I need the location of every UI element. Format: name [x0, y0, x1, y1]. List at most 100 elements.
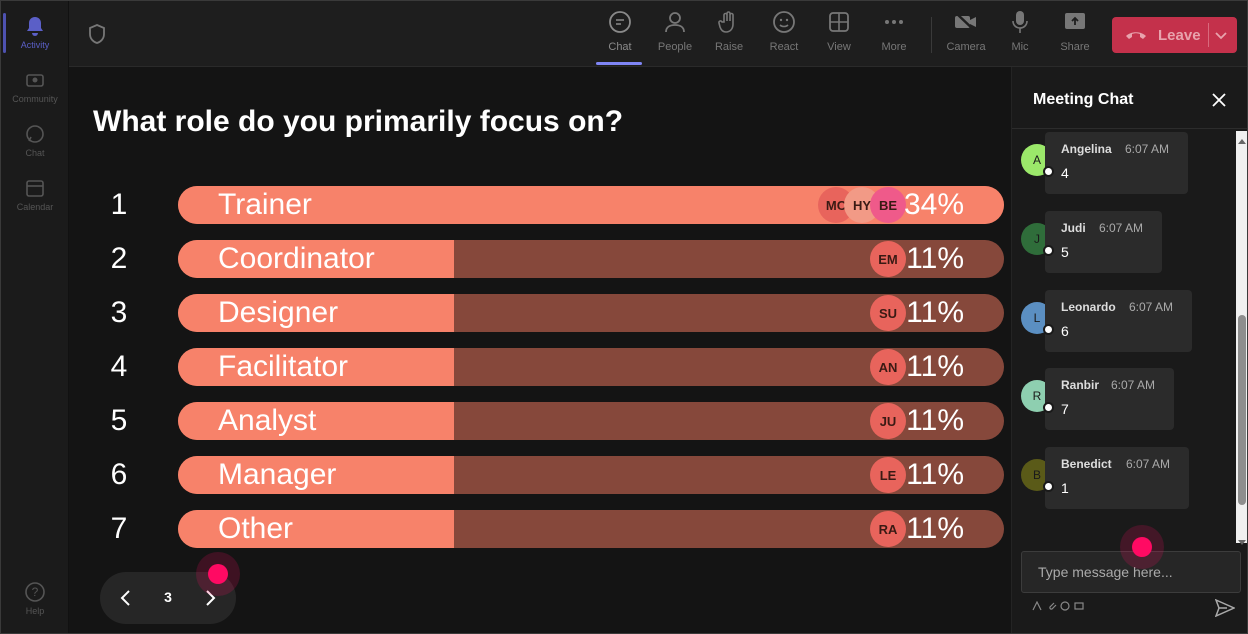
poll-option-row: 2 Coordinator EM 11%	[69, 240, 1011, 278]
camera-button[interactable]: Camera	[942, 9, 990, 61]
attach-icon[interactable]	[1047, 601, 1057, 615]
chat-message[interactable]: L Leonardo 6:07 AM 6	[1020, 290, 1220, 354]
sender-name: Benedict	[1061, 457, 1112, 471]
message-bubble[interactable]: Leonardo 6:07 AM 6	[1045, 290, 1192, 352]
view-label: View	[827, 41, 851, 53]
option-number: 5	[110, 404, 128, 437]
more-button[interactable]: More	[870, 9, 918, 61]
hand-icon	[716, 9, 742, 35]
view-button[interactable]: View	[815, 9, 863, 61]
message-text: 7	[1061, 401, 1069, 417]
option-label: Manager	[218, 458, 337, 491]
message-time: 6:07 AM	[1111, 378, 1156, 392]
sender-name: Leonardo	[1061, 300, 1116, 314]
message-text: 5	[1061, 244, 1069, 260]
rail-item-help[interactable]: ? Help	[1, 575, 69, 625]
option-percent: 11%	[906, 242, 964, 275]
option-label: Trainer	[218, 188, 312, 221]
sender-name: Angelina	[1061, 142, 1112, 156]
share-button[interactable]: Share	[1051, 9, 1099, 61]
sender-name: Ranbir	[1061, 378, 1100, 392]
rail-item-activity[interactable]: Activity	[1, 9, 69, 59]
cursor-indicator	[208, 564, 228, 584]
close-icon[interactable]	[1210, 91, 1228, 109]
option-bar-fill	[178, 402, 454, 440]
camera-off-icon	[953, 9, 979, 35]
shield-icon[interactable]	[87, 23, 109, 45]
chat-title: Meeting Chat	[1033, 91, 1134, 108]
leave-button[interactable]: Leave	[1112, 17, 1237, 53]
gif-icon[interactable]	[1074, 601, 1084, 615]
people-button[interactable]: People	[651, 9, 699, 61]
chat-icon	[24, 123, 46, 145]
sender-name: Judi	[1061, 221, 1086, 235]
rail-label: Community	[12, 94, 58, 104]
poll-option-row: 3 Designer SU 11%	[69, 294, 1011, 332]
message-bubble[interactable]: Ranbir 6:07 AM 7	[1045, 368, 1174, 430]
message-bubble[interactable]: Benedict 6:07 AM 1	[1045, 447, 1189, 509]
message-input[interactable]: Type message here...	[1021, 551, 1241, 593]
option-label: Designer	[218, 296, 339, 329]
option-bar: Manager LE 11%	[178, 456, 1004, 494]
more-label: More	[881, 41, 907, 53]
chat-message[interactable]: B Benedict 6:07 AM 1	[1020, 447, 1220, 511]
presence-indicator	[1043, 402, 1054, 413]
rail-label: Chat	[25, 148, 45, 158]
presence-indicator	[1043, 166, 1054, 177]
option-label: Other	[218, 512, 294, 545]
message-bubble[interactable]: Angelina 6:07 AM 4	[1045, 132, 1188, 194]
option-number: 7	[110, 512, 128, 545]
app-rail: Activity Community Chat Calendar ? Help	[1, 1, 69, 633]
send-icon[interactable]	[1214, 598, 1236, 619]
chat-divider	[1012, 128, 1247, 129]
format-icon[interactable]	[1032, 600, 1042, 615]
message-bubble[interactable]: Judi 6:07 AM 5	[1045, 211, 1162, 273]
option-number: 6	[110, 458, 128, 491]
option-bar-fill	[178, 294, 454, 332]
chat-scrollbar[interactable]	[1236, 131, 1247, 545]
option-percent: 11%	[906, 296, 964, 329]
hang-up-icon	[1124, 29, 1152, 41]
option-percent: 11%	[906, 458, 964, 491]
presence-indicator	[1043, 245, 1054, 256]
cursor-indicator	[1132, 537, 1152, 557]
option-percent: 11%	[906, 512, 964, 545]
rail-label: Help	[25, 606, 45, 616]
chevron-right-icon[interactable]	[200, 588, 220, 608]
chat-button[interactable]: Chat	[596, 9, 644, 65]
chat-message[interactable]: J Judi 6:07 AM 5	[1020, 211, 1220, 275]
people-icon	[662, 9, 688, 35]
rail-item-community[interactable]: Community	[1, 63, 69, 113]
react-button[interactable]: React	[760, 9, 808, 61]
voter-avatar: SU	[870, 295, 906, 331]
grid-icon	[826, 9, 852, 35]
scrollbar-thumb[interactable]	[1238, 315, 1246, 505]
scroll-up-icon[interactable]	[1238, 133, 1246, 144]
option-percent: 34%	[903, 188, 964, 221]
option-bar: Facilitator AN 11%	[178, 348, 1004, 386]
option-number: 2	[110, 242, 128, 275]
rail-item-chat[interactable]: Chat	[1, 117, 69, 167]
community-icon	[24, 69, 46, 91]
option-bar: Analyst JU 11%	[178, 402, 1004, 440]
chevron-left-icon[interactable]	[116, 588, 136, 608]
mic-button[interactable]: Mic	[996, 9, 1044, 61]
chat-icon	[607, 9, 633, 35]
chat-message[interactable]: A Angelina 6:07 AM 4	[1020, 132, 1220, 196]
chat-message[interactable]: R Ranbir 6:07 AM 7	[1020, 368, 1220, 432]
voter-avatar: AN	[870, 349, 906, 385]
option-number: 1	[110, 188, 128, 221]
option-label: Facilitator	[218, 350, 349, 383]
rail-item-calendar[interactable]: Calendar	[1, 171, 69, 221]
more-icon	[881, 9, 907, 35]
chevron-down-icon[interactable]	[1213, 27, 1229, 43]
bell-icon	[24, 15, 46, 37]
option-label: Coordinator	[218, 242, 375, 275]
raise-hand-button[interactable]: Raise	[705, 9, 753, 61]
chat-label: Chat	[608, 41, 632, 53]
scroll-down-icon[interactable]	[1238, 533, 1246, 545]
emoji-icon[interactable]	[1060, 601, 1070, 615]
presence-indicator	[1043, 324, 1054, 335]
message-text: 1	[1061, 480, 1069, 496]
calendar-icon	[24, 177, 46, 199]
